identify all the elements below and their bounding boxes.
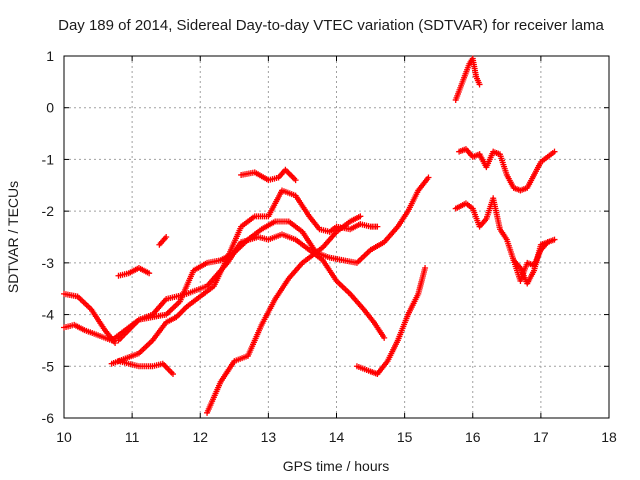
y-tick-label: -2 <box>42 203 55 219</box>
series-arc-i <box>238 166 299 184</box>
data-point <box>425 174 432 181</box>
x-tick-label: 18 <box>601 429 617 445</box>
series-arc-b <box>61 231 388 344</box>
y-tick-label: -4 <box>42 307 55 323</box>
x-tick-label: 14 <box>329 429 345 445</box>
series-arc-f <box>115 265 153 279</box>
series-arc-k <box>456 146 483 160</box>
y-tick-label: -5 <box>42 358 55 374</box>
y-tick-label: 1 <box>46 48 54 64</box>
x-tick-label: 17 <box>533 429 549 445</box>
y-axis-label: SDTVAR / TECUs <box>5 181 21 293</box>
chart-title: Day 189 of 2014, Sidereal Day-to-day VTE… <box>58 17 604 34</box>
data-point <box>551 236 558 243</box>
series-arc-e <box>115 358 176 378</box>
data-point <box>292 177 299 184</box>
y-tick-label: 0 <box>46 100 54 116</box>
series-arc-g <box>156 234 170 248</box>
series-arc-n <box>452 195 558 284</box>
x-axis-label: GPS time / hours <box>283 458 390 474</box>
data-markers <box>61 55 558 416</box>
x-tick-label: 12 <box>192 429 208 445</box>
data-point <box>146 270 153 277</box>
grid-layer <box>64 56 609 418</box>
data-point <box>381 334 388 341</box>
data-point <box>374 223 381 230</box>
data-point <box>170 371 176 378</box>
x-tick-label: 16 <box>465 429 481 445</box>
series-arc-c <box>108 187 381 367</box>
x-tick-label: 15 <box>397 429 413 445</box>
data-point <box>551 148 558 155</box>
series-arc-m <box>476 148 558 194</box>
y-tick-label: -3 <box>42 255 55 271</box>
data-point <box>422 265 429 272</box>
y-tick-label: -1 <box>42 151 55 167</box>
data-point <box>544 239 551 246</box>
y-tick-label: -6 <box>42 410 55 426</box>
series-arc-j <box>353 265 429 378</box>
x-tick-label: 10 <box>56 429 72 445</box>
data-point <box>476 81 483 88</box>
series-arc-o <box>510 239 551 287</box>
x-tick-label: 11 <box>125 429 140 445</box>
data-point <box>112 340 119 347</box>
data-point <box>163 234 170 240</box>
series-arc-d <box>115 174 432 344</box>
x-tick-label: 13 <box>261 429 277 445</box>
data-point <box>357 213 364 220</box>
series-arc-h <box>204 213 364 416</box>
series-arc-l <box>452 55 483 103</box>
